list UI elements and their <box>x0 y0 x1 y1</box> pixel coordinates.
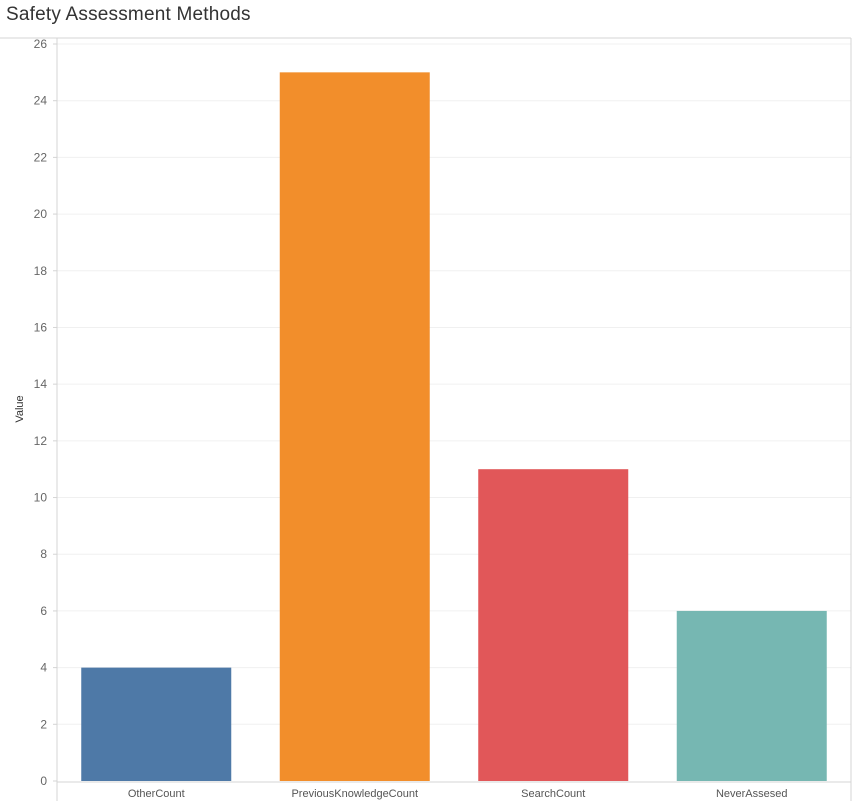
y-tick-label: 10 <box>34 491 48 505</box>
y-tick-label: 16 <box>34 320 48 334</box>
chart-title: Safety Assessment Methods <box>6 4 251 25</box>
bar-searchcount[interactable] <box>478 469 629 781</box>
y-tick-label: 0 <box>40 774 47 788</box>
y-tick-label: 24 <box>34 94 48 108</box>
y-tick-label: 14 <box>34 377 48 391</box>
y-tick-label: 2 <box>40 717 47 731</box>
plot-frame <box>0 37 852 801</box>
y-tick-label: 20 <box>34 207 48 221</box>
x-tick-label: PreviousKnowledgeCount <box>291 788 418 800</box>
x-tick-label: OtherCount <box>128 788 185 800</box>
y-tick-label: 6 <box>40 604 47 618</box>
y-axis-label: Value <box>14 395 26 422</box>
y-tick-label: 22 <box>34 150 48 164</box>
x-tick-label: SearchCount <box>521 788 585 800</box>
bar-neverassesed[interactable] <box>676 610 827 781</box>
bars <box>81 72 827 782</box>
y-tick-label: 12 <box>34 434 48 448</box>
x-tick-label: NeverAssesed <box>716 788 788 800</box>
y-tick-label: 4 <box>40 661 47 675</box>
y-tick-label: 18 <box>34 264 48 278</box>
bar-previousknowledgecount[interactable] <box>279 72 430 782</box>
bar-othercount[interactable] <box>81 667 232 781</box>
y-tick-label: 8 <box>40 547 47 561</box>
y-tick-label: 26 <box>34 37 48 51</box>
x-axis-ticks: OtherCount PreviousKnowledgeCount SearchCo… <box>128 788 788 800</box>
